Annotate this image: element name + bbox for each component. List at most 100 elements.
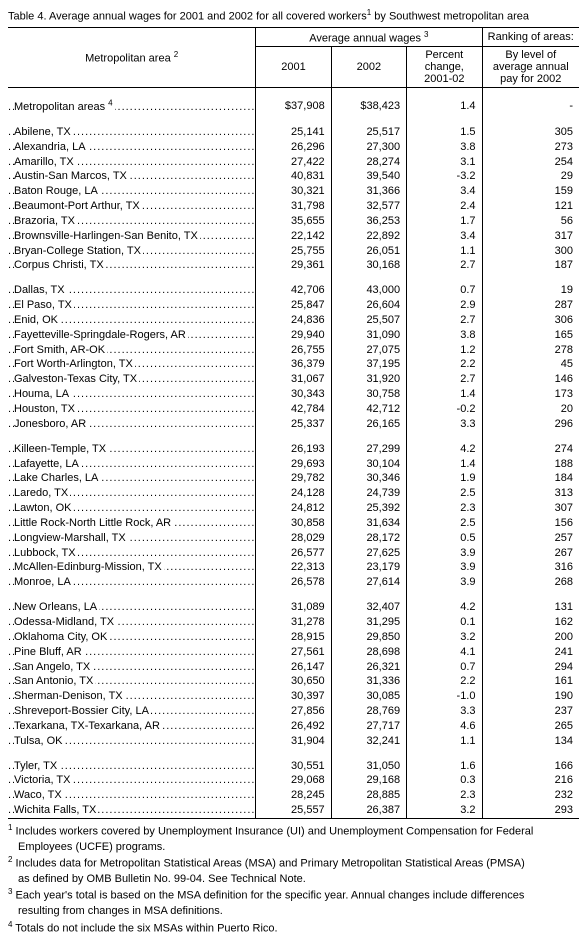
cell-area: Odessa-Midland, TX bbox=[8, 615, 256, 630]
header-2002: 2002 bbox=[331, 47, 406, 88]
cell-pct: 0.1 bbox=[407, 615, 482, 630]
cell-area: Brazoria, TX bbox=[8, 214, 256, 229]
cell-area: Dallas, TX bbox=[8, 283, 256, 298]
cell-rank: 307 bbox=[482, 501, 579, 516]
table-row: Fort Smith, AR-OK26,75527,0751.2278 bbox=[8, 343, 579, 358]
spacer-row bbox=[8, 115, 579, 125]
table-row: Tulsa, OK31,90432,2411.1134 bbox=[8, 734, 579, 749]
wages-table: Metropolitan area 2 Average annual wages… bbox=[8, 27, 579, 819]
cell-pct: 2.2 bbox=[407, 357, 482, 372]
cell-2001: 24,128 bbox=[256, 486, 331, 501]
cell-2002: 27,300 bbox=[331, 140, 406, 155]
cell-rank: 45 bbox=[482, 357, 579, 372]
cell-2001: 29,940 bbox=[256, 328, 331, 343]
cell-pct: 3.2 bbox=[407, 803, 482, 818]
cell-2002: 32,407 bbox=[331, 600, 406, 615]
table-row: Shreveport-Bossier City, LA27,85628,7693… bbox=[8, 704, 579, 719]
cell-pct: 1.1 bbox=[407, 244, 482, 259]
cell-area: Jonesboro, AR bbox=[8, 417, 256, 432]
cell-pct: 1.7 bbox=[407, 214, 482, 229]
table-row: Abilene, TX25,14125,5171.5305 bbox=[8, 125, 579, 140]
cell-pct: 2.7 bbox=[407, 258, 482, 273]
cell-pct: 3.8 bbox=[407, 140, 482, 155]
cell-area: Shreveport-Bossier City, LA bbox=[8, 704, 256, 719]
cell-rank: 241 bbox=[482, 645, 579, 660]
cell-pct: 3.2 bbox=[407, 630, 482, 645]
cell-area: Alexandria, LA bbox=[8, 140, 256, 155]
cell-pct: 3.8 bbox=[407, 328, 482, 343]
cell-rank: 29 bbox=[482, 169, 579, 184]
table-row: Enid, OK24,83625,5072.7306 bbox=[8, 313, 579, 328]
cell-pct: 3.9 bbox=[407, 546, 482, 561]
table-row: Houston, TX42,78442,712-0.220 bbox=[8, 402, 579, 417]
cell-2001: 30,397 bbox=[256, 689, 331, 704]
cell-pct: 2.5 bbox=[407, 486, 482, 501]
cell-2002: 29,168 bbox=[331, 773, 406, 788]
cell-2002: 27,075 bbox=[331, 343, 406, 358]
cell-pct: 3.3 bbox=[407, 704, 482, 719]
cell-pct: 3.4 bbox=[407, 229, 482, 244]
cell-2002: 28,769 bbox=[331, 704, 406, 719]
table-row: Jonesboro, AR25,33726,1653.3296 bbox=[8, 417, 579, 432]
cell-rank: 188 bbox=[482, 457, 579, 472]
cell-rank: 19 bbox=[482, 283, 579, 298]
footnote-line: 1 Includes workers covered by Unemployme… bbox=[8, 823, 579, 839]
cell-pct: 1.4 bbox=[407, 387, 482, 402]
cell-2001: 25,847 bbox=[256, 298, 331, 313]
cell-2002: 24,739 bbox=[331, 486, 406, 501]
table-row: Waco, TX28,24528,8852.3232 bbox=[8, 788, 579, 803]
cell-2002: 43,000 bbox=[331, 283, 406, 298]
table-row: Houma, LA30,34330,7581.4173 bbox=[8, 387, 579, 402]
cell-area: Enid, OK bbox=[8, 313, 256, 328]
table-row: Little Rock-North Little Rock, AR30,8583… bbox=[8, 516, 579, 531]
cell-2002: 42,712 bbox=[331, 402, 406, 417]
table-row: Tyler, TX30,55131,0501.6166 bbox=[8, 759, 579, 774]
cell-2002: 28,274 bbox=[331, 155, 406, 170]
cell-rank: 300 bbox=[482, 244, 579, 259]
cell-2001: 42,784 bbox=[256, 402, 331, 417]
table-row: Amarillo, TX27,42228,2743.1254 bbox=[8, 155, 579, 170]
cell-2001: 28,915 bbox=[256, 630, 331, 645]
cell-2001: 42,706 bbox=[256, 283, 331, 298]
cell-area: Monroe, LA bbox=[8, 575, 256, 590]
table-row: San Antonio, TX30,65031,3362.2161 bbox=[8, 674, 579, 689]
cell-rank: 294 bbox=[482, 660, 579, 675]
cell-pct: 1.9 bbox=[407, 471, 482, 486]
spacer-row bbox=[8, 590, 579, 600]
cell-2001: 29,068 bbox=[256, 773, 331, 788]
spacer-row bbox=[8, 749, 579, 759]
cell-pct: 4.2 bbox=[407, 442, 482, 457]
cell-2001: 25,337 bbox=[256, 417, 331, 432]
cell-2001: 40,831 bbox=[256, 169, 331, 184]
cell-2001: 26,492 bbox=[256, 719, 331, 734]
cell-2002: 26,165 bbox=[331, 417, 406, 432]
table-row: Texarkana, TX-Texarkana, AR26,49227,7174… bbox=[8, 719, 579, 734]
cell-pct: 3.3 bbox=[407, 417, 482, 432]
table-row: Lawton, OK24,81225,3922.3307 bbox=[8, 501, 579, 516]
cell-area: Killeen-Temple, TX bbox=[8, 442, 256, 457]
header-ranking: Ranking of areas: bbox=[482, 27, 579, 47]
cell-rank: 268 bbox=[482, 575, 579, 590]
cell-area: Sherman-Denison, TX bbox=[8, 689, 256, 704]
cell-pct: 3.1 bbox=[407, 155, 482, 170]
cell-rank: 317 bbox=[482, 229, 579, 244]
table-row: Corpus Christi, TX29,36130,1682.7187 bbox=[8, 258, 579, 273]
cell-rank: 200 bbox=[482, 630, 579, 645]
cell-area: Waco, TX bbox=[8, 788, 256, 803]
cell-pct: 3.9 bbox=[407, 575, 482, 590]
footnote-line: resulting from changes in MSA definition… bbox=[8, 904, 579, 918]
cell-area: Houston, TX bbox=[8, 402, 256, 417]
cell-2002: 31,366 bbox=[331, 184, 406, 199]
cell-2002: 22,892 bbox=[331, 229, 406, 244]
cell-area: Tulsa, OK bbox=[8, 734, 256, 749]
cell-2002: 31,050 bbox=[331, 759, 406, 774]
cell-rank: 254 bbox=[482, 155, 579, 170]
cell-area: Austin-San Marcos, TX bbox=[8, 169, 256, 184]
cell-area: Amarillo, TX bbox=[8, 155, 256, 170]
cell-2002: 30,104 bbox=[331, 457, 406, 472]
cell-2001: 31,798 bbox=[256, 199, 331, 214]
cell-2001: 31,278 bbox=[256, 615, 331, 630]
cell-pct: 0.3 bbox=[407, 773, 482, 788]
cell-2001: 29,361 bbox=[256, 258, 331, 273]
cell-rank: 190 bbox=[482, 689, 579, 704]
